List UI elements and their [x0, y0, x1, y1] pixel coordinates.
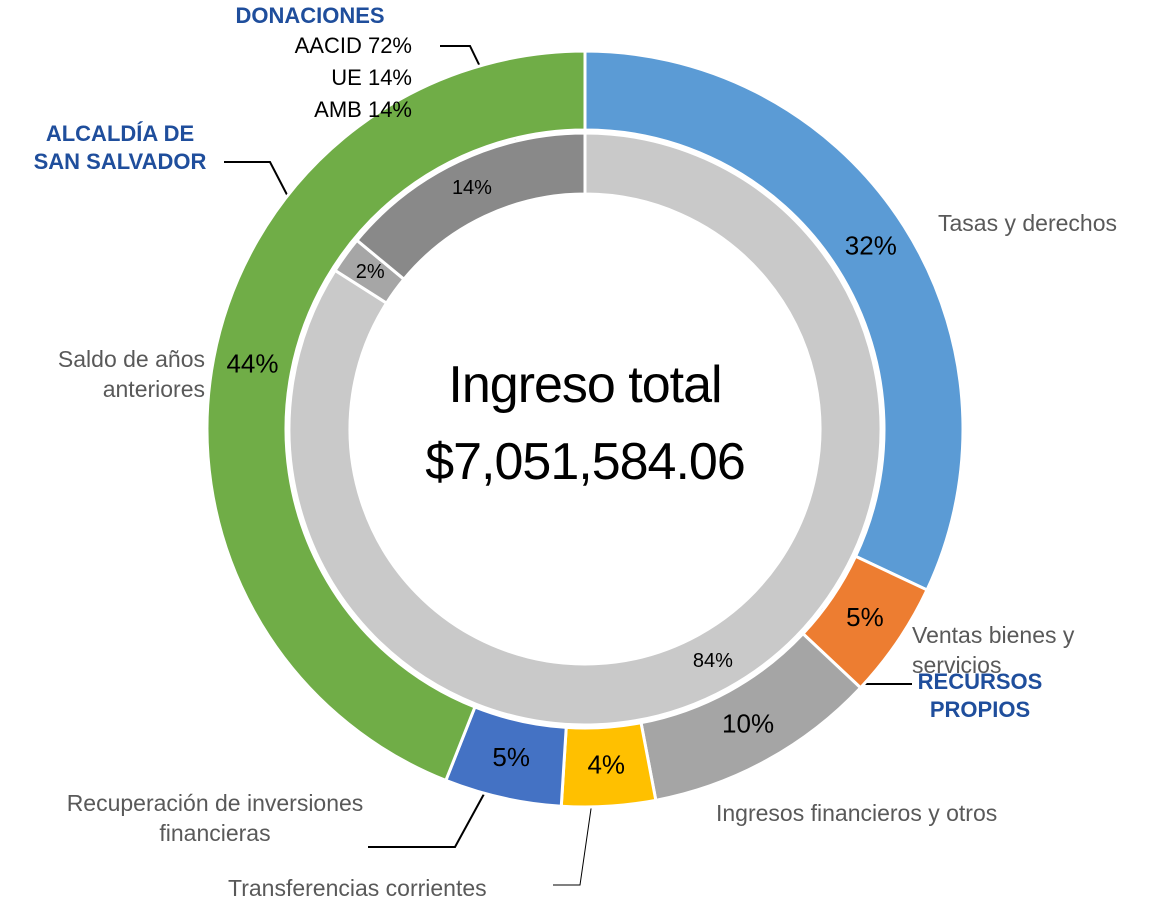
- leader-line: [553, 794, 594, 886]
- outer-segment: [205, 49, 587, 783]
- category-label: Ventas bienes y servicios: [912, 622, 1075, 678]
- annotation: AACID 72%: [294, 33, 412, 58]
- outer-value-label: 5%: [846, 602, 884, 632]
- center-total: $7,051,584.06: [425, 433, 746, 491]
- outer-value-label: 44%: [226, 348, 278, 378]
- annotation: UE 14%: [331, 65, 412, 90]
- annotation: AMB 14%: [314, 97, 412, 122]
- outer-segment: [583, 49, 965, 592]
- center-title: Ingreso total: [448, 356, 722, 414]
- category-label: Transferencias corrientes: [228, 875, 487, 901]
- category-label: Saldo de años anteriores: [57, 346, 205, 402]
- group-label: DONACIONES: [235, 3, 385, 28]
- group-label: RECURSOS PROPIOS: [917, 669, 1043, 722]
- outer-value-label: 32%: [845, 230, 897, 260]
- category-label: Recuperación de inversiones financieras: [66, 790, 364, 846]
- inner-value-label: 84%: [693, 650, 733, 672]
- category-label: Tasas y derechos: [938, 210, 1117, 236]
- outer-value-label: 10%: [722, 709, 774, 739]
- group-label: ALCALDÍA DE SAN SALVADOR: [33, 121, 207, 174]
- outer-value-label: 4%: [587, 750, 625, 780]
- inner-segment: [354, 131, 587, 282]
- category-label: Ingresos financieros y otros: [716, 800, 998, 826]
- outer-value-label: 5%: [492, 742, 530, 772]
- inner-segment: [287, 131, 883, 727]
- inner-value-label: 14%: [452, 177, 492, 199]
- inner-value-label: 2%: [356, 261, 385, 283]
- leader-line: [368, 782, 491, 848]
